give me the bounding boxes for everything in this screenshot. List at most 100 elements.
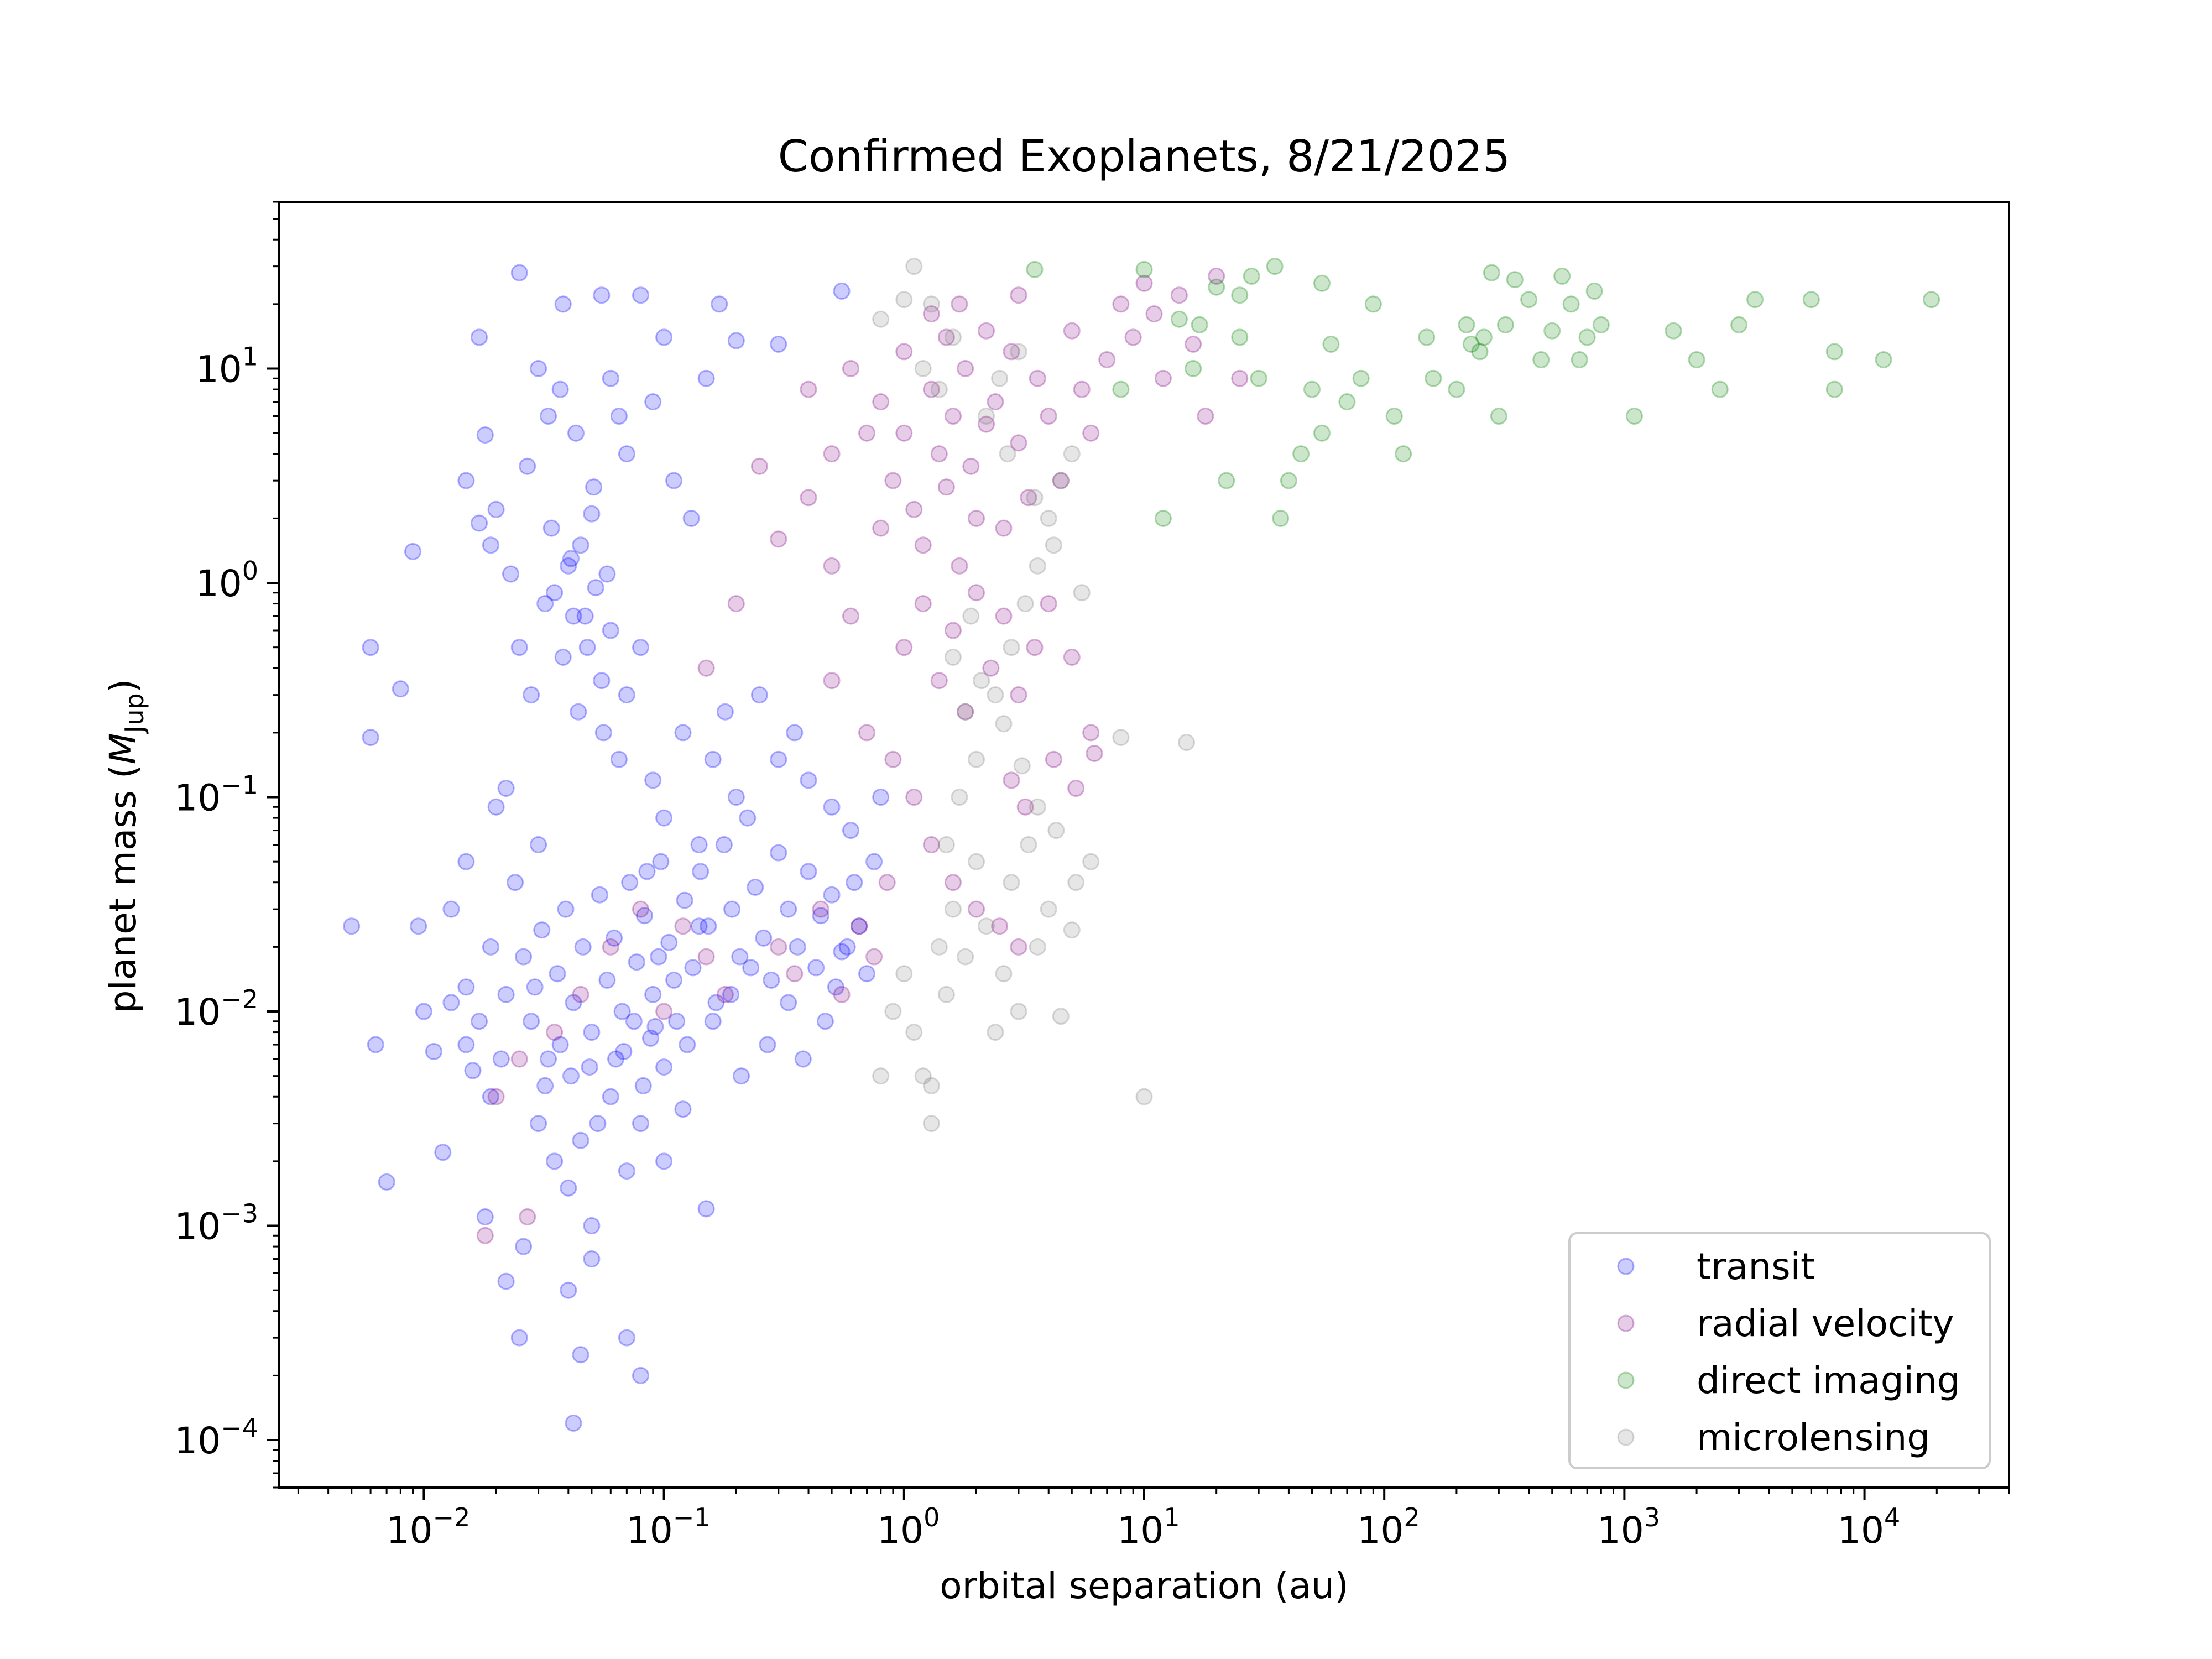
data-point	[747, 878, 764, 896]
data-point	[1243, 267, 1260, 285]
data-point	[763, 971, 780, 989]
data-point	[968, 853, 985, 870]
data-point	[1029, 798, 1046, 816]
data-point	[1395, 445, 1412, 463]
data-point	[1135, 1088, 1153, 1105]
data-point	[786, 724, 804, 742]
data-point	[1003, 771, 1020, 789]
data-point	[914, 536, 932, 554]
y-axis-label-var: M	[102, 733, 144, 764]
data-point	[674, 1100, 692, 1118]
data-point	[546, 1024, 564, 1041]
data-point	[1471, 343, 1489, 361]
data-point	[565, 607, 582, 625]
data-point	[581, 1058, 598, 1076]
data-point	[905, 1024, 923, 1041]
data-point	[1063, 322, 1081, 340]
data-point	[968, 900, 985, 918]
data-point	[655, 1003, 673, 1020]
data-point	[519, 1208, 536, 1225]
data-point	[690, 836, 708, 853]
y-axis-label: planet mass (MJup)	[102, 679, 149, 1014]
data-point	[1208, 267, 1225, 285]
data-point	[1458, 316, 1475, 333]
y-tick-label: 101	[196, 342, 258, 391]
data-point	[530, 360, 547, 377]
data-point	[676, 891, 693, 909]
legend: transit radial velocity direct imaging micr…	[1568, 1232, 1991, 1469]
data-point	[362, 639, 379, 656]
data-point	[914, 1067, 932, 1085]
data-point	[937, 836, 955, 853]
data-point	[727, 332, 745, 349]
data-point	[583, 1217, 601, 1234]
data-point	[872, 1067, 890, 1085]
data-point	[922, 836, 940, 853]
data-point	[1082, 853, 1100, 870]
data-point	[727, 595, 745, 613]
data-point	[770, 844, 787, 862]
data-point	[1026, 489, 1044, 507]
data-point	[668, 1013, 686, 1030]
data-point	[1266, 258, 1284, 275]
data-point	[716, 985, 734, 1003]
data-point	[750, 457, 768, 475]
data-point	[510, 639, 528, 656]
data-point	[1098, 351, 1116, 368]
data-point	[770, 750, 787, 768]
data-point	[492, 1050, 510, 1068]
data-point	[833, 985, 851, 1003]
data-point	[759, 1036, 776, 1053]
data-point	[982, 659, 1000, 677]
data-point	[812, 907, 830, 925]
data-point	[655, 328, 673, 346]
data-point	[1067, 874, 1085, 891]
data-point	[536, 1077, 554, 1094]
data-point	[526, 978, 544, 996]
data-point	[1506, 271, 1524, 289]
data-point	[510, 264, 528, 281]
data-point	[591, 886, 608, 904]
x-tick-label: 100	[877, 1503, 940, 1552]
data-point	[1448, 380, 1465, 398]
data-point	[711, 295, 728, 313]
data-point	[487, 1088, 505, 1105]
data-point	[1082, 724, 1100, 742]
data-point	[770, 530, 787, 548]
data-point	[715, 836, 733, 853]
data-point	[750, 686, 768, 704]
data-point	[800, 771, 817, 789]
data-point	[995, 519, 1013, 537]
data-point	[800, 863, 817, 880]
data-point	[944, 648, 962, 666]
data-point	[1010, 434, 1027, 452]
data-point	[567, 424, 585, 442]
data-point	[378, 1173, 395, 1191]
data-point	[1802, 291, 1820, 309]
data-point	[610, 408, 628, 425]
data-point	[367, 1036, 384, 1053]
data-point	[1923, 291, 1940, 309]
data-point	[922, 1115, 940, 1133]
data-point	[602, 622, 619, 639]
data-point	[546, 1152, 564, 1170]
data-point	[442, 994, 460, 1011]
data-point	[895, 424, 913, 442]
data-point	[842, 822, 859, 839]
data-point	[944, 874, 962, 891]
data-point	[1592, 316, 1610, 333]
data-point	[1292, 445, 1310, 463]
data-point	[944, 622, 962, 639]
data-point	[951, 789, 968, 806]
data-point	[621, 874, 639, 891]
data-point	[704, 1013, 722, 1030]
data-point	[1029, 557, 1046, 575]
data-point	[937, 985, 955, 1003]
data-point	[655, 809, 673, 827]
data-point	[1385, 408, 1403, 425]
data-point	[833, 282, 851, 300]
data-point	[995, 607, 1013, 625]
data-point	[482, 1088, 499, 1105]
data-point	[800, 380, 817, 398]
data-point	[583, 505, 601, 523]
